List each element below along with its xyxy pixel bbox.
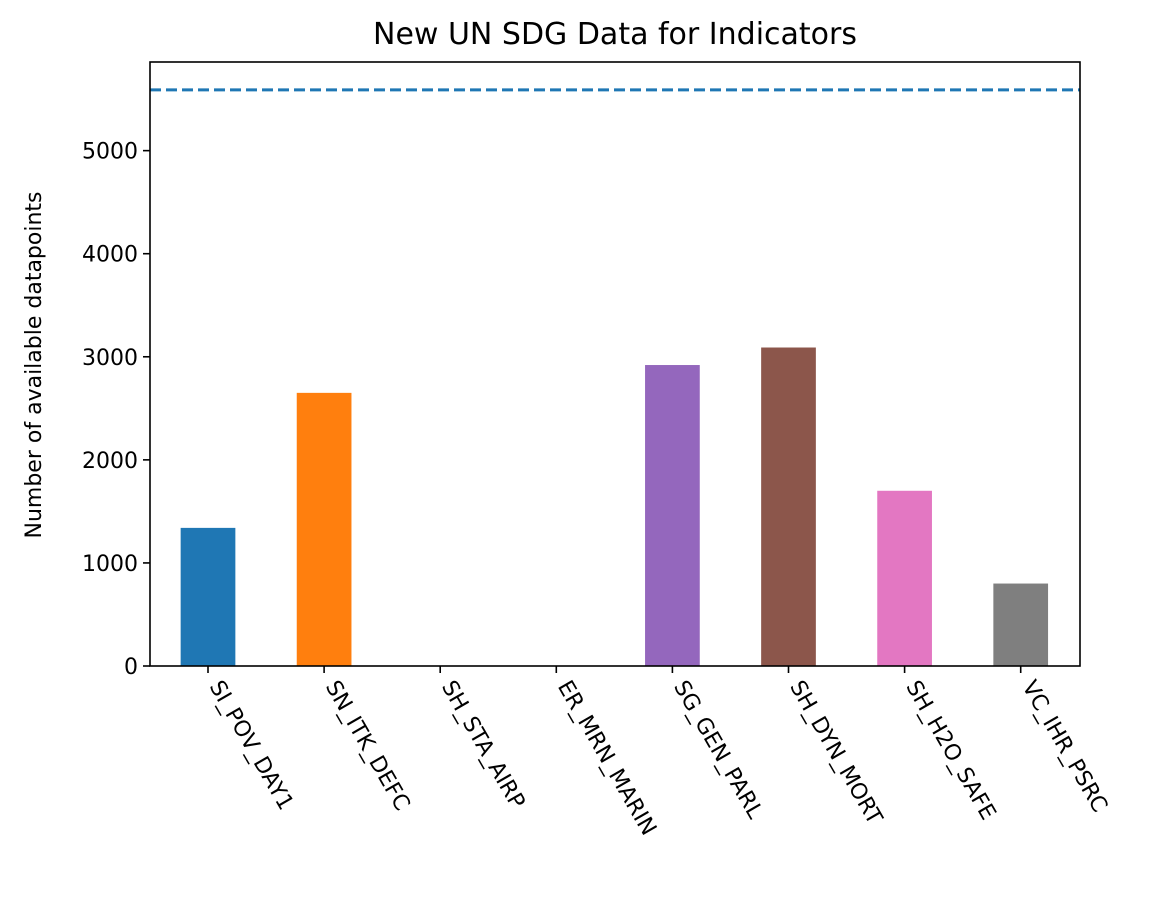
x-tick-label-er-mrn-marin: ER_MRN_MARIN — [552, 677, 661, 840]
y-tick-label: 3000 — [82, 346, 138, 371]
x-tick-label-sh-h2o-safe: SH_H2O_SAFE — [900, 677, 1000, 825]
bar-sn-itk-defc — [296, 392, 352, 666]
x-tick-label-sg-gen-parl: SG_GEN_PARL — [668, 677, 767, 824]
y-tick-label: 4000 — [82, 243, 138, 268]
bar-vc-ihr-psrc — [993, 583, 1049, 666]
y-tick-label: 5000 — [82, 140, 138, 165]
bar-sh-dyn-mort — [761, 347, 816, 666]
x-tick-label-sh-sta-airp: SH_STA_AIRP — [436, 677, 529, 814]
x-axis: SI_POV_DAY1 SN_ITK_DEFC SH_STA_AIRP ER_MRN_… — [204, 666, 1112, 840]
y-axis: 0 1000 2000 3000 4000 5000 — [82, 140, 150, 680]
bar-sg-gen-parl — [645, 365, 700, 666]
y-tick-label: 1000 — [82, 552, 138, 577]
x-tick-label-vc-ihr-psrc: VC_IHR_PSRC — [1017, 677, 1112, 817]
bar-sh-h2o-safe — [877, 490, 932, 666]
x-tick-label-sh-dyn-mort: SH_DYN_MORT — [784, 677, 887, 830]
y-tick-label: 0 — [124, 655, 138, 680]
x-tick-label-sn-itk-defc: SN_ITK_DEFC — [320, 677, 414, 816]
bar-si-pov-day1 — [180, 527, 236, 666]
chart-title: New UN SDG Data for Indicators — [373, 17, 857, 52]
y-axis-label: Number of available datapoints — [22, 192, 47, 539]
y-tick-label: 2000 — [82, 449, 138, 474]
x-tick-label-si-pov-day1: SI_POV_DAY1 — [204, 677, 298, 815]
bars-group — [180, 347, 1049, 666]
plot-frame — [149, 61, 1081, 667]
